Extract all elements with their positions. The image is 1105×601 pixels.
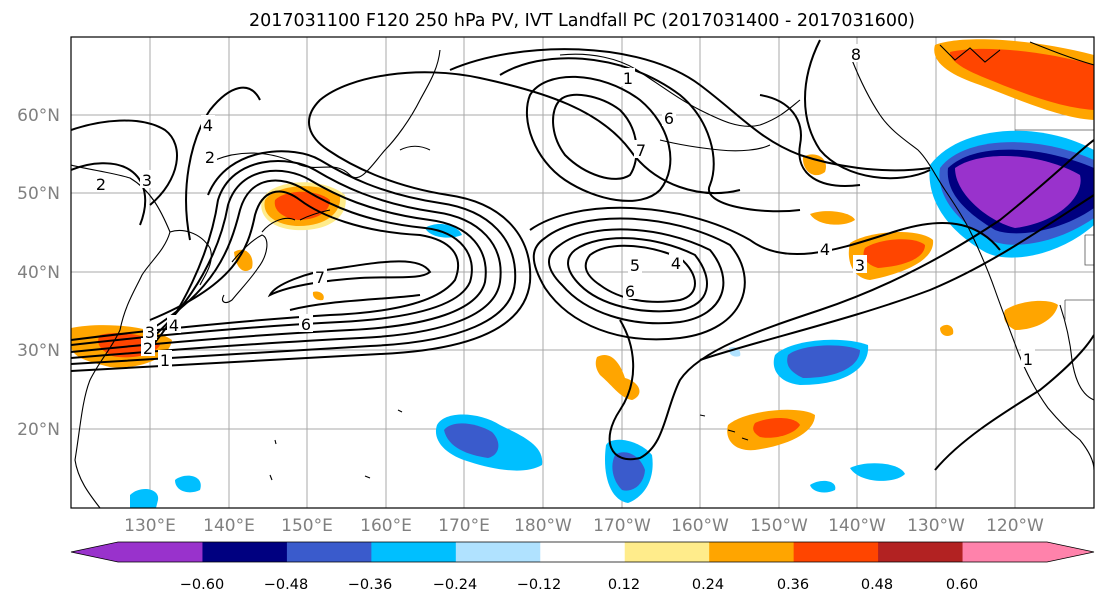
- colorbar-segment: [962, 542, 1048, 562]
- contour-label: 3: [142, 171, 152, 190]
- contour-labels: 2 3 4 2 7 6 4 2 1 3 5 4 6 4: [94, 44, 1035, 370]
- contour-label: 2: [143, 339, 153, 358]
- contour-label: 7: [315, 268, 325, 287]
- contour-label: 4: [820, 240, 830, 259]
- shade-small-1: [234, 249, 253, 272]
- map-frame: [70, 36, 1095, 509]
- colorbar-segment: [286, 542, 372, 562]
- coastlines: [71, 41, 1094, 508]
- lon-label: 170°W: [593, 516, 651, 536]
- colorbar: [70, 541, 1095, 563]
- colorbar-tick-label: 0.12: [608, 577, 640, 593]
- colorbar-tick-label: −0.36: [348, 577, 392, 593]
- contour-label: 1: [623, 69, 633, 88]
- contour-label: 4: [671, 254, 681, 273]
- shade-pnw-purple: [955, 155, 1081, 228]
- shade-central-orange: [595, 354, 640, 400]
- colorbar-segment: [202, 542, 288, 562]
- lon-label: 150°W: [750, 516, 808, 536]
- longitude-labels: 130°E 140°E 150°E 160°E 170°E 180°W 170°…: [124, 516, 1044, 536]
- shade-small-5: [312, 291, 324, 301]
- contour-label: 1: [1023, 350, 1033, 369]
- colorbar-tick-label: 0.36: [777, 577, 809, 593]
- shade-south-blue: [612, 452, 645, 491]
- colorbar-segment: [709, 542, 795, 562]
- contour-label: 4: [203, 116, 213, 135]
- contour-label: 2: [205, 148, 215, 167]
- shade-small-3: [810, 211, 855, 225]
- colorbar-segment: [455, 542, 541, 562]
- colorbar-outline: [70, 541, 1095, 563]
- contour-label: 5: [630, 256, 640, 275]
- shade-mid-blue: [787, 345, 860, 378]
- colorbar-tick-label: −0.12: [517, 577, 561, 593]
- lon-label: 150°E: [281, 516, 333, 536]
- shade-east-red: [863, 239, 925, 268]
- lon-label: 130°E: [124, 516, 176, 536]
- colorbar-segment: [878, 542, 964, 562]
- map-title: 2017031100 F120 250 hPa PV, IVT Landfall…: [249, 11, 915, 31]
- lat-label: 50°N: [17, 184, 60, 204]
- lat-label: 30°N: [17, 341, 60, 361]
- colorbar-tick-label: −0.48: [264, 577, 308, 593]
- contour-label: 6: [664, 109, 674, 128]
- colorbar-tick-label: 0.24: [692, 577, 724, 593]
- lon-label: 140°W: [828, 516, 886, 536]
- contour-label: 3: [145, 323, 155, 342]
- shade-small-neg-2: [130, 488, 159, 508]
- colorbar-segment: [624, 542, 710, 562]
- shade-small-2: [802, 154, 826, 176]
- contour-label: 3: [855, 256, 865, 275]
- lat-label: 20°N: [17, 420, 60, 440]
- latitude-labels: 60°N 50°N 40°N 30°N 20°N: [17, 106, 60, 440]
- shade-small-neg-1: [425, 224, 462, 238]
- lat-label: 60°N: [17, 106, 60, 126]
- lon-label: 170°E: [438, 516, 490, 536]
- shade-small-neg-3: [175, 475, 201, 493]
- shade-ne-red: [950, 48, 1094, 110]
- lon-label: 130°W: [907, 516, 965, 536]
- colorbar-segment: [793, 542, 879, 562]
- colorbar-tick-label: −0.24: [433, 577, 477, 593]
- shade-small-4: [940, 324, 954, 336]
- colorbar-tick-label: 0.48: [861, 577, 893, 593]
- colorbar-tick-label: −0.60: [180, 577, 224, 593]
- contour-label: 8: [851, 45, 861, 64]
- contour-label: 1: [160, 351, 170, 370]
- shade-japan-red: [274, 191, 330, 220]
- lon-label: 120°W: [986, 516, 1044, 536]
- contour-label: 6: [301, 315, 311, 334]
- contour-label: 6: [625, 282, 635, 301]
- pv-contours: [71, 39, 1094, 471]
- colorbar-segment: [540, 542, 626, 562]
- contour-label: 2: [96, 175, 106, 194]
- shade-cal-orange: [1003, 300, 1058, 330]
- lon-label: 140°E: [203, 516, 255, 536]
- shade-small-neg-5: [850, 463, 905, 481]
- shade-hawaii-red: [753, 417, 800, 438]
- lon-label: 160°E: [360, 516, 412, 536]
- colorbar-segment: [371, 542, 457, 562]
- shade-small-neg-4: [810, 480, 836, 493]
- lon-label: 180°W: [514, 516, 572, 536]
- colorbar-extend-low: [71, 542, 118, 562]
- contour-label: 7: [636, 141, 646, 160]
- shade-wpac-blue: [444, 423, 499, 458]
- colorbar-tick-label: 0.60: [946, 577, 978, 593]
- contour-label: 4: [169, 316, 179, 335]
- lat-label: 40°N: [17, 263, 60, 283]
- colorbar-extend-high: [1047, 542, 1094, 562]
- colorbar-tick-labels: −0.60 −0.48 −0.36 −0.24 −0.12 0.12 0.24 …: [180, 577, 978, 593]
- lon-label: 160°W: [671, 516, 729, 536]
- colorbar-segment: [118, 542, 203, 562]
